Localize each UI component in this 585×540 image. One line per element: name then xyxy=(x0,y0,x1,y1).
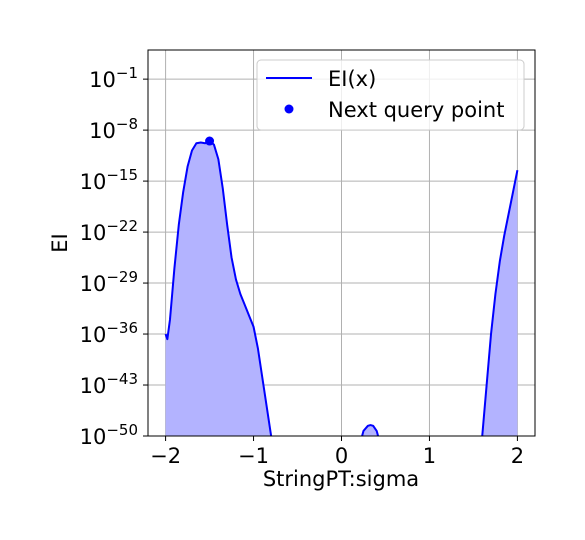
y-axis: 10−50 10−43 10−36 10−29 10−22 10−15 10−8 10−1 xyxy=(80,64,148,449)
legend-box xyxy=(256,59,525,131)
ei-curve xyxy=(361,424,380,436)
x-axis: −2 −1 0 1 2 xyxy=(150,436,524,468)
ei-curve xyxy=(164,140,273,436)
y-tick-label: 10−43 xyxy=(80,370,138,398)
plot-area xyxy=(164,136,519,436)
y-tick-label: 10−15 xyxy=(80,166,138,194)
y-axis-label: EI xyxy=(48,233,72,252)
next-query-point-marker xyxy=(205,136,215,146)
legend: EI(x) Next query point xyxy=(256,59,525,131)
legend-label-ei: EI(x) xyxy=(328,67,376,91)
x-tick-label: 1 xyxy=(423,444,436,468)
x-tick-label: −2 xyxy=(150,444,181,468)
legend-marker-swatch xyxy=(284,104,294,114)
ei-curve xyxy=(481,169,519,436)
y-tick-label: 10−50 xyxy=(80,421,138,449)
ei-fill-area xyxy=(359,425,382,436)
legend-label-next-query: Next query point xyxy=(328,98,504,122)
y-tick-label: 10−36 xyxy=(80,319,138,347)
x-tick-label: 0 xyxy=(335,444,348,468)
y-tick-label: 10−8 xyxy=(89,115,138,143)
y-tick-label: 10−1 xyxy=(89,64,138,92)
x-axis-label: StringPT:sigma xyxy=(263,467,419,491)
ei-fill-area xyxy=(165,141,274,436)
x-tick-label: −1 xyxy=(238,444,269,468)
x-tick-label: 2 xyxy=(511,444,524,468)
y-tick-label: 10−29 xyxy=(80,268,138,296)
ei-fill-area xyxy=(480,170,518,436)
y-tick-label: 10−22 xyxy=(80,217,138,245)
